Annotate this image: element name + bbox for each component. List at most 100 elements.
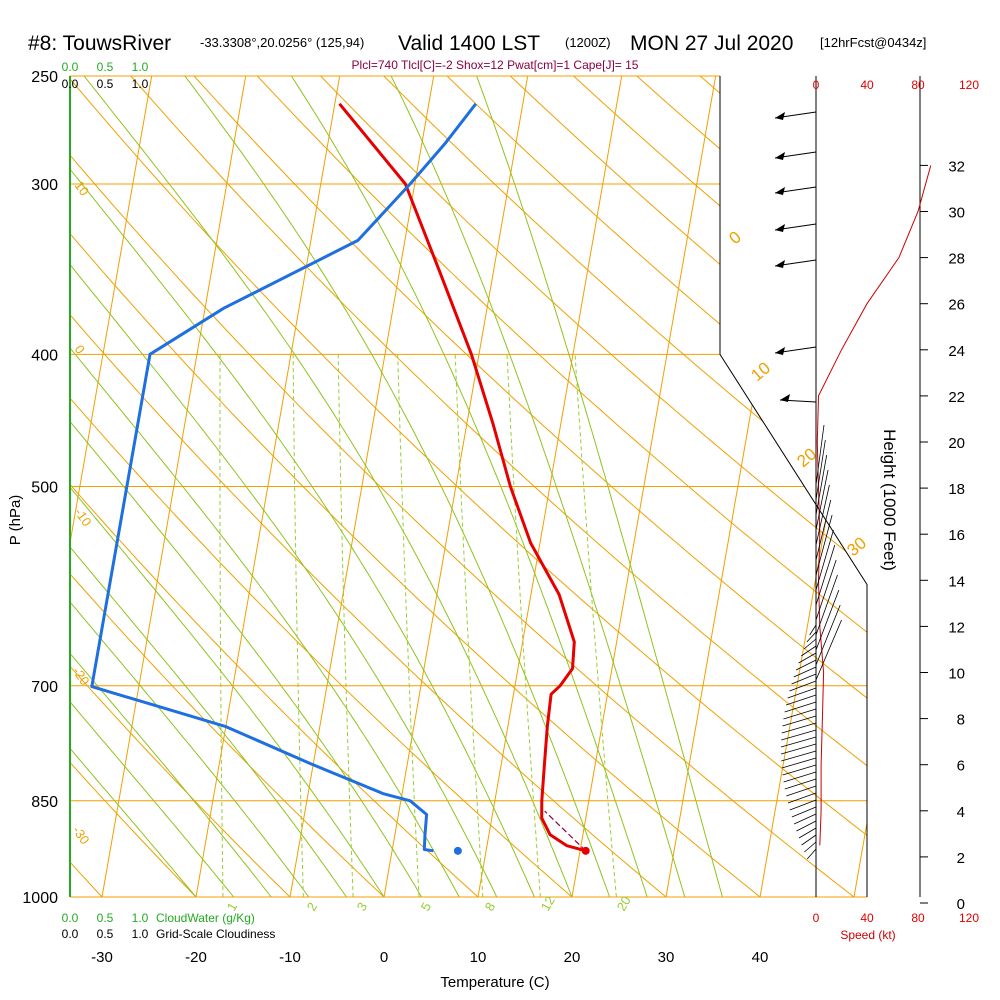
cloudwater-scale-top: 0.0 — [62, 60, 79, 74]
cloudiness-scale-top: 0.0 — [62, 77, 79, 91]
dry-adiabat — [70, 76, 867, 897]
mixing-ratio-line — [574, 354, 617, 897]
pressure-tick-label: 700 — [31, 679, 58, 696]
moist-adiabat — [390, 76, 686, 897]
wind-barb-low — [804, 841, 817, 853]
wind-barb-low — [806, 631, 817, 643]
temperature-tick-label: 0 — [380, 949, 388, 966]
speed-axis-title: Speed (kt) — [840, 928, 895, 942]
height-tick-label: 4 — [957, 804, 965, 821]
pressure-tick-label: 250 — [31, 69, 58, 86]
mixing-ratio-label: 3 — [354, 900, 371, 914]
station-title: #8: TouwsRiver — [28, 32, 171, 55]
wind-barb-low — [781, 757, 817, 769]
wind-barb-low — [784, 778, 817, 790]
dry-adiabat-label: 10 — [72, 178, 93, 198]
speed-scale-bottom: 40 — [860, 911, 874, 925]
wind-barb-low — [787, 792, 817, 804]
wind-barb-mid — [815, 589, 840, 651]
wind-barb-flag — [780, 394, 790, 402]
temperature-tick-label: 40 — [752, 949, 769, 966]
moist-adiabat — [83, 76, 573, 897]
wind-speed-profile — [816, 165, 932, 846]
pressure-tick-label: 300 — [31, 177, 58, 194]
isotherm-label: 30 — [843, 533, 870, 560]
wind-barb-low — [789, 680, 817, 692]
wind-layer — [774, 111, 932, 860]
moist-adiabat — [476, 76, 723, 897]
mixing-ratio-label: 5 — [418, 900, 435, 914]
moist-adiabat — [290, 76, 648, 897]
height-tick-label: 10 — [948, 666, 965, 683]
temperature-profile — [338, 102, 587, 853]
pressure-tick-label: 400 — [31, 347, 58, 364]
temperature-tick-label: 10 — [470, 949, 487, 966]
valid-time: Valid 1400 LST — [398, 32, 540, 55]
height-tick-label: 18 — [948, 481, 965, 498]
moist-adiabat — [70, 76, 272, 897]
wind-barb-low — [793, 813, 817, 825]
wind-barb-low — [795, 659, 817, 671]
speed-scale-bottom: 120 — [959, 911, 979, 925]
wind-barb-low — [785, 694, 817, 706]
wind-barb-mid — [815, 439, 826, 501]
wind-barb-low — [780, 743, 817, 755]
height-tick-label: 0 — [957, 896, 965, 913]
wind-barb-mid — [815, 604, 841, 666]
parcel-path — [544, 810, 587, 852]
moist-adiabat — [70, 76, 498, 897]
cloudiness-scale-top: 0.5 — [97, 77, 114, 91]
moist-adiabat — [70, 76, 234, 897]
isotherm-line — [853, 76, 867, 897]
wind-barb-low — [787, 687, 817, 699]
wind-barb-low — [781, 750, 817, 762]
mixing-ratio-line — [506, 354, 541, 897]
dry-adiabat — [256, 76, 867, 897]
dry-adiabat — [383, 76, 867, 897]
wind-barb-low — [784, 701, 817, 713]
height-tick-label: 6 — [957, 758, 965, 775]
mixing-ratio-line — [337, 354, 354, 897]
dry-adiabat — [70, 76, 667, 897]
wind-barb-mid — [815, 484, 830, 546]
height-tick-label: 26 — [948, 297, 965, 314]
cloudiness-scale-bottom: 1.0 — [132, 927, 149, 941]
wind-barb-low — [791, 673, 817, 685]
wind-barb-mid — [815, 424, 825, 486]
dry-adiabat — [70, 76, 573, 897]
height-axis-title: Height (1000 Feet) — [880, 429, 899, 571]
wind-barb-flag — [775, 152, 785, 160]
wind-barb-mid — [815, 469, 829, 531]
dry-adiabat-label: -20 — [70, 664, 93, 688]
cloudwater-scale-top: 0.5 — [97, 60, 114, 74]
y-axis-title: P (hPa) — [7, 495, 24, 546]
forecast-info: [12hrFcst@0434z] — [820, 35, 926, 50]
wind-barb-mid — [815, 619, 842, 681]
temperature-tick-label: 20 — [564, 949, 581, 966]
cloudiness-scale-bottom: 0.0 — [62, 927, 79, 941]
moist-adiabat — [184, 76, 611, 897]
forecast-date: MON 27 Jul 2020 — [630, 32, 793, 55]
wind-barb-low — [783, 708, 817, 720]
temperature-tick-label: -20 — [185, 949, 207, 966]
temperature-tick-label: 30 — [658, 949, 675, 966]
wind-barb-low — [786, 785, 817, 797]
wind-barb-low — [782, 715, 817, 727]
wind-barb-low — [801, 834, 817, 846]
height-tick-label: 22 — [948, 389, 965, 406]
wind-barb-mid — [815, 544, 836, 606]
surface-dewpoint-marker — [453, 846, 462, 855]
wind-barb-mid — [815, 574, 838, 636]
mixing-ratio-line — [219, 354, 224, 897]
wind-barb-mid — [815, 514, 833, 576]
height-tick-label: 2 — [957, 850, 965, 867]
speed-scale-top: 80 — [911, 78, 925, 92]
speed-scale-bottom: 80 — [911, 911, 925, 925]
pressure-tick-label: 1000 — [22, 890, 58, 907]
moist-adiabat — [70, 76, 347, 897]
wind-barb-flag — [775, 224, 785, 232]
wind-barb-low — [796, 820, 817, 832]
x-axis-title: Temperature (C) — [440, 974, 549, 991]
pressure-tick-label: 850 — [31, 794, 58, 811]
cloudwater-scale-bottom: 0.0 — [62, 911, 79, 925]
